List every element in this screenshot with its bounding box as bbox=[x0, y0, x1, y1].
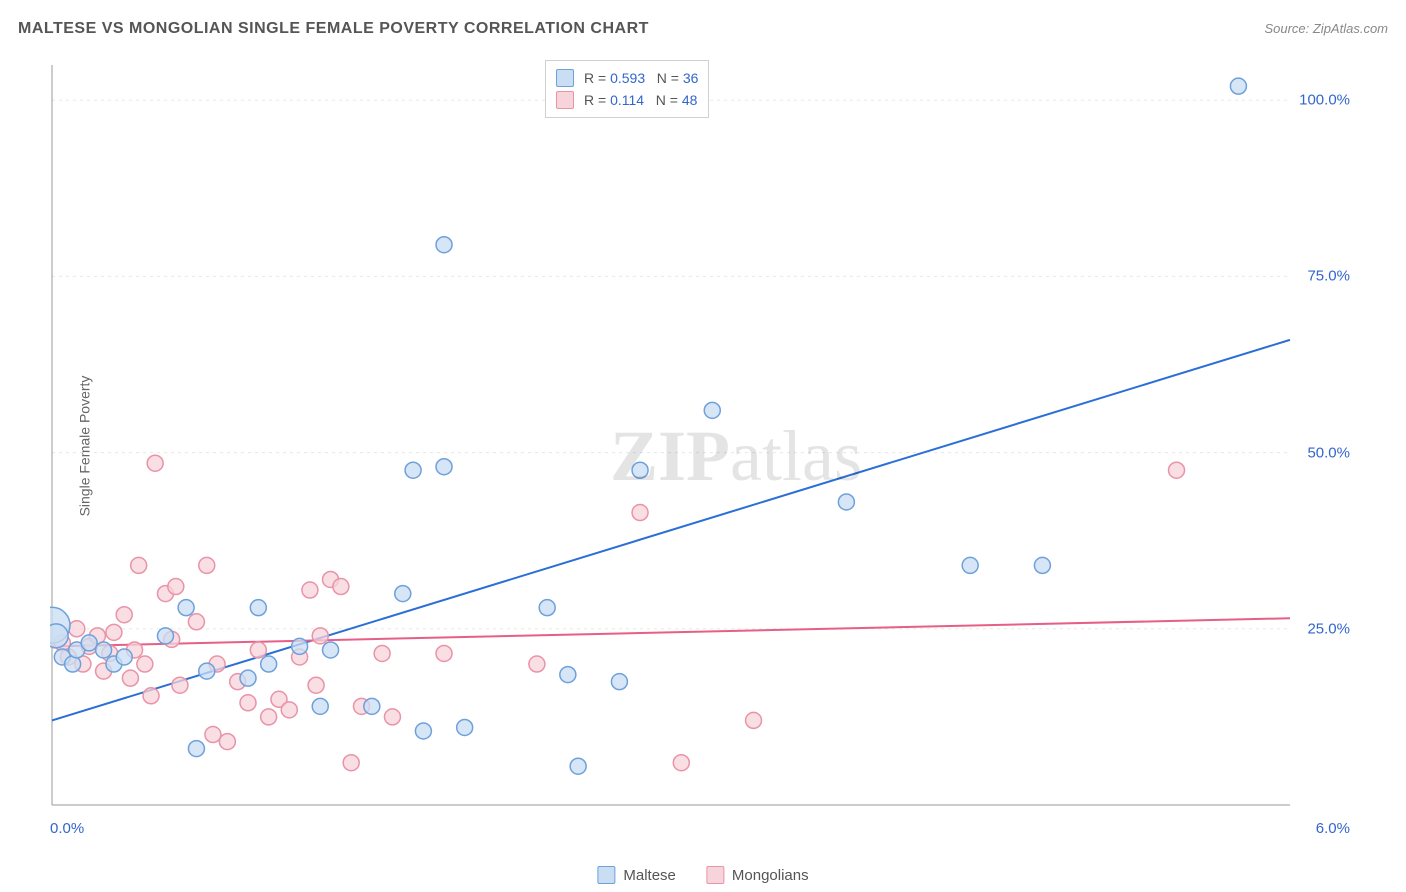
legend-row: R = 0.593 N = 36 bbox=[556, 67, 698, 89]
y-axis-tick: 50.0% bbox=[1307, 444, 1350, 461]
legend-label-mongolians: Mongolians bbox=[732, 867, 809, 884]
chart-header: MALTESE VS MONGOLIAN SINGLE FEMALE POVER… bbox=[18, 20, 1388, 38]
plot-area: ZIPatlas R = 0.593 N = 36R = 0.114 N = 4… bbox=[50, 55, 1350, 835]
y-axis-tick: 100.0% bbox=[1299, 92, 1350, 109]
legend-swatch bbox=[556, 69, 574, 87]
legend-swatch bbox=[556, 91, 574, 109]
legend-label-maltese: Maltese bbox=[623, 867, 676, 884]
x-axis-tick-min: 0.0% bbox=[50, 820, 84, 837]
correlation-legend: R = 0.593 N = 36R = 0.114 N = 48 bbox=[545, 60, 709, 118]
series-legend: Maltese Mongolians bbox=[597, 866, 808, 884]
scatter-chart bbox=[50, 55, 1350, 835]
maltese-swatch bbox=[597, 866, 615, 884]
chart-title: MALTESE VS MONGOLIAN SINGLE FEMALE POVER… bbox=[18, 20, 649, 38]
y-axis-tick: 25.0% bbox=[1307, 620, 1350, 637]
chart-source: Source: ZipAtlas.com bbox=[1264, 21, 1388, 36]
mongolians-swatch bbox=[706, 866, 724, 884]
legend-row: R = 0.114 N = 48 bbox=[556, 89, 698, 111]
legend-item-mongolians: Mongolians bbox=[706, 866, 809, 884]
y-axis-tick: 75.0% bbox=[1307, 268, 1350, 285]
legend-stats: R = 0.114 N = 48 bbox=[584, 89, 697, 111]
x-axis-tick-max: 6.0% bbox=[1316, 820, 1350, 837]
legend-stats: R = 0.593 N = 36 bbox=[584, 67, 698, 89]
legend-item-maltese: Maltese bbox=[597, 866, 676, 884]
